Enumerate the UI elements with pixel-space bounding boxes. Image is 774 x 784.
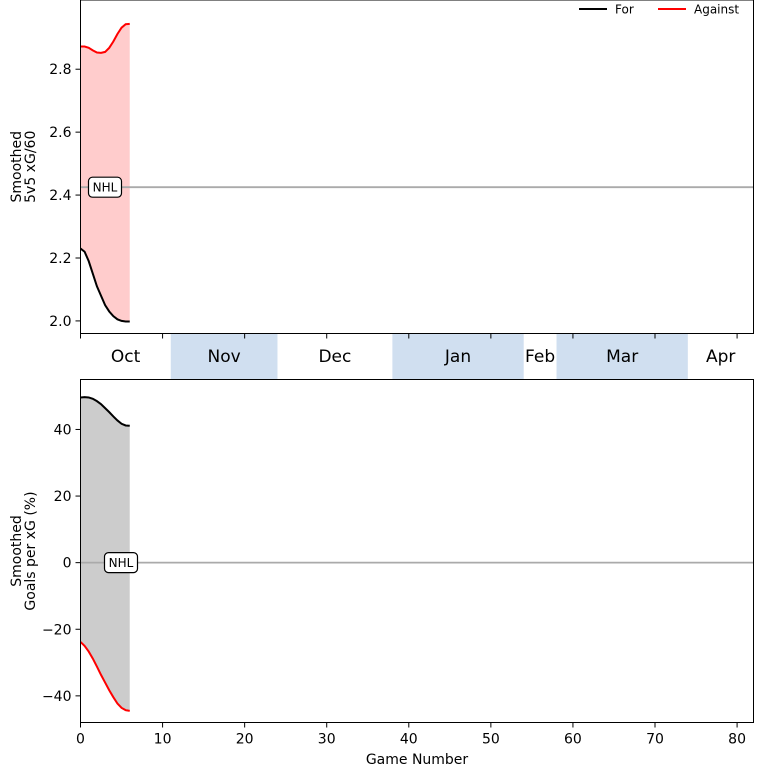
legend: For Against [579,3,739,17]
legend-label-against: Against [694,3,739,17]
month-band-mar [556,333,688,380]
series-line-for [80,396,130,427]
x-tick-label: 60 [564,732,582,748]
x-tick-label: 50 [482,732,500,748]
x-tick-label: 20 [236,732,254,748]
axes-frame [80,379,754,723]
x-axis-label: Game Number [366,752,469,768]
panel-1: NHL 2.0 2.2 2.4 2.6 2.8 Smoothed5v5 xG/60 For Ag… [9,0,754,339]
y-tick-label: 20 [54,489,72,505]
x-tick-label: 40 [400,732,418,748]
legend-label-for: For [615,3,634,17]
y-tick-label: 2.8 [49,62,71,78]
y-tick-label: 2.2 [49,251,71,267]
y-tick-label: 2.0 [49,314,71,330]
nhl-label-text: NHL [93,181,118,195]
nhl-label: NHL [103,552,139,574]
month-label-dec: Dec [318,347,351,367]
month-label-jan: Jan [444,347,471,367]
x-tick-label: 30 [318,732,336,748]
x-tick-label: 70 [646,732,664,748]
month-label-oct: Oct [111,347,141,367]
series-line-against [80,641,130,712]
plot-area [80,22,754,323]
month-label-feb: Feb [525,347,555,367]
y-tick-label: 2.6 [49,125,71,141]
y-tick-label: 40 [54,422,72,438]
nhl-label-box [103,552,139,574]
x-tick-label: 0 [76,732,85,748]
x-tick-label: 10 [154,732,172,748]
y-tick-label: 2.4 [49,188,71,204]
x-tick-label: 80 [728,732,746,748]
y-tick-label: 0 [63,556,72,572]
y-tick-label: −40 [42,689,72,705]
y-axis-label: SmoothedGoals per xG (%) [9,491,39,610]
nhl-label-box [87,176,123,198]
month-label-nov: Nov [208,347,241,367]
y-axis-label: Smoothed5v5 xG/60 [9,131,39,203]
nhl-label-text: NHL [109,556,134,570]
series-line-for [80,247,130,323]
panel-2: NHL −40 −20 0 20 40 0 10 20 30 40 50 60 70 80 SmoothedG… [9,379,754,768]
month-label-mar: Mar [606,347,638,367]
month-band-nov [170,333,278,380]
y-tick-label: −20 [42,622,72,638]
month-band-jan [392,333,524,380]
series-line-against [80,22,130,54]
month-band: Oct Nov Dec Jan Feb Mar Apr [111,333,735,380]
fill-between [80,23,130,322]
plot-area [80,396,754,712]
nhl-label: NHL [87,176,123,198]
axes-frame [80,0,754,334]
month-label-apr: Apr [706,347,735,367]
